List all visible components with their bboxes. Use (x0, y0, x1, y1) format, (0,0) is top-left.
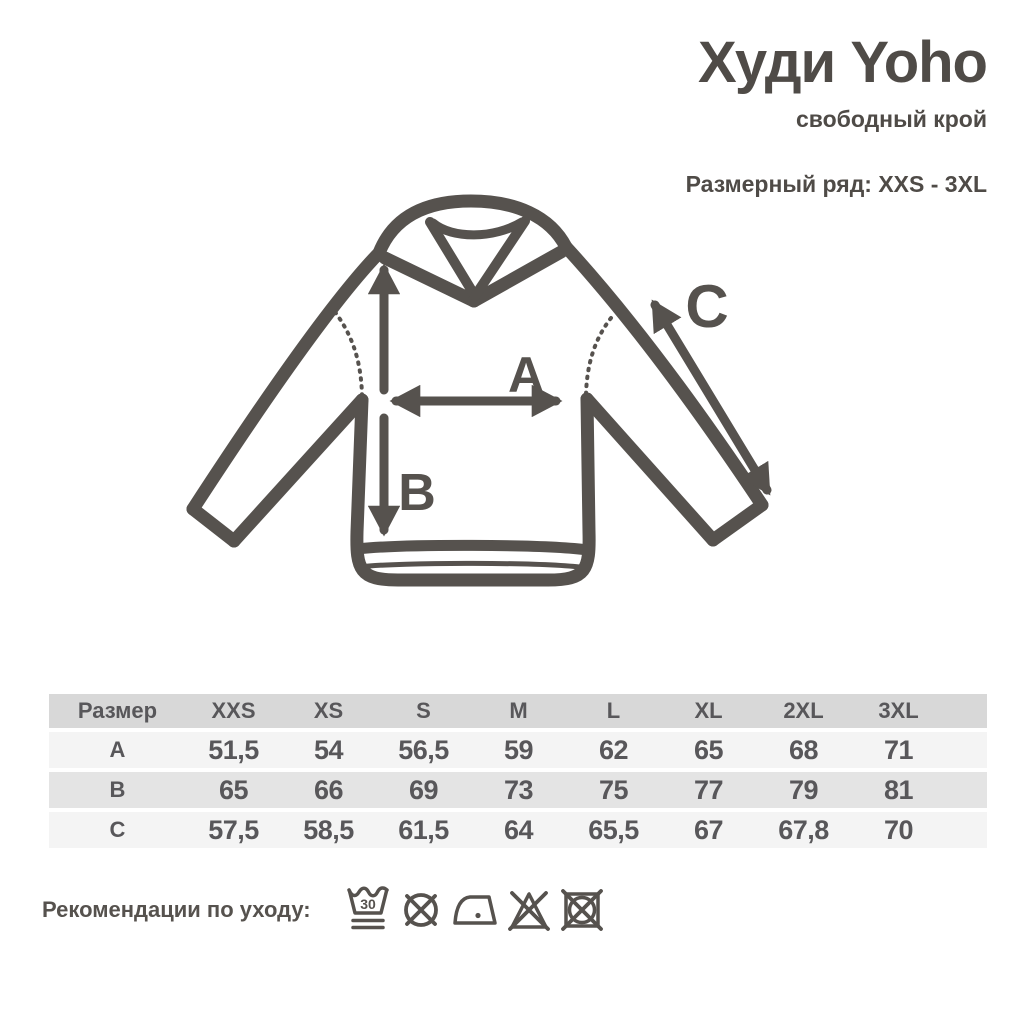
col-header-size: Размер (77, 698, 158, 723)
neckline-right (467, 245, 568, 308)
cell-a-xl: 65 (693, 734, 724, 765)
cell-c-xxs: 57,5 (208, 814, 259, 845)
cell-b-s: 69 (408, 774, 439, 805)
page-subtitle: свободный крой (795, 106, 987, 132)
hood-outline (372, 194, 573, 260)
size-range-label: Размерный ряд: XXS - 3XL (685, 171, 987, 197)
body-outline (350, 392, 596, 587)
width-label-a: A (508, 347, 544, 403)
svg-text:30: 30 (360, 896, 376, 912)
hood-inner-v-right (470, 216, 530, 301)
page-title: Худи Yoho (698, 30, 988, 95)
cell-a-s: 56,5 (398, 734, 449, 765)
armhole-seam-right-dotted (584, 316, 613, 396)
cell-b-3xl: 81 (883, 774, 914, 805)
right-sleeve-cuff (706, 498, 769, 547)
col-header-m: M (509, 698, 528, 723)
sleeve-arrow-c (650, 299, 772, 496)
size-table: Размер XXS XS S M L XL 2XL 3XL A 51,5 54… (49, 694, 987, 852)
cell-c-m: 64 (503, 814, 534, 845)
iron-low-heat-icon (453, 895, 497, 925)
cell-b-xxs: 65 (218, 774, 249, 805)
row-label: A (109, 737, 126, 762)
waistband-line-thick (352, 539, 594, 556)
col-header-2xl: 2XL (783, 698, 824, 723)
right-sleeve-outer-edge (559, 240, 769, 512)
cell-b-l: 75 (598, 774, 629, 805)
cell-a-xs: 54 (313, 734, 344, 765)
cell-a-l: 62 (598, 734, 629, 765)
cell-c-xs: 58,5 (303, 814, 354, 845)
row-label: B (109, 777, 126, 802)
waistband-line-thin (356, 560, 590, 571)
cell-b-xl: 77 (693, 774, 724, 805)
care-icons-row: 30 (346, 882, 604, 938)
hood-opening-arc (428, 217, 527, 240)
cell-c-l: 65,5 (588, 814, 639, 845)
col-header-l: L (606, 698, 621, 723)
cell-c-3xl: 70 (883, 814, 914, 845)
left-sleeve-cuff (186, 502, 241, 548)
cell-b-2xl: 79 (788, 774, 819, 805)
col-header-xl: XL (694, 698, 723, 723)
cell-c-2xl: 67,8 (778, 814, 829, 845)
cell-a-2xl: 68 (788, 734, 819, 765)
table-row-b: B 65 66 69 73 75 77 79 81 (49, 772, 987, 808)
no-dry-clean-icon (404, 893, 438, 927)
sleeve-label-c: C (685, 273, 728, 340)
right-sleeve-inner-edge (580, 392, 720, 547)
cell-b-m: 73 (503, 774, 534, 805)
cell-c-xl: 67 (693, 814, 724, 845)
armhole-seam-left-dotted (333, 310, 364, 397)
cell-c-s: 61,5 (398, 814, 449, 845)
care-label: Рекомендации по уходу: (42, 897, 311, 922)
col-header-s: S (416, 698, 431, 723)
table-row-c: C 57,5 58,5 61,5 64 65,5 67 67,8 70 (49, 812, 987, 848)
cell-a-xxs: 51,5 (208, 734, 259, 765)
size-table-header-row: Размер XXS XS S M L XL 2XL 3XL (49, 694, 987, 728)
col-header-3xl: 3XL (878, 698, 919, 723)
no-tumble-dry-icon (561, 889, 603, 931)
cell-a-m: 59 (503, 734, 534, 765)
cell-a-3xl: 71 (883, 734, 914, 765)
row-label: C (109, 817, 126, 842)
cell-b-xs: 66 (313, 774, 344, 805)
col-header-xxs: XXS (211, 698, 256, 723)
care-recommendations: Рекомендации по уходу: 30 (42, 882, 604, 938)
left-sleeve-outer-edge (186, 246, 386, 516)
length-label-b: B (398, 464, 436, 522)
no-bleach-icon (508, 891, 550, 931)
wash-30-gentle-icon: 30 (347, 886, 389, 930)
table-row-a: A 51,5 54 56,5 59 62 65 68 71 (49, 732, 987, 768)
col-header-xs: XS (313, 698, 344, 723)
hood-inner-v-left (425, 217, 480, 301)
left-sleeve-inner-edge (227, 393, 369, 548)
